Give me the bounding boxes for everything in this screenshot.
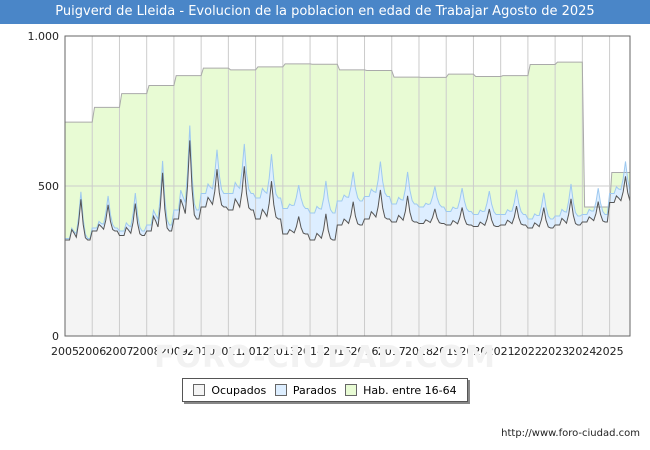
x-tick-label: 2013 [269, 345, 297, 358]
area-ocupados [65, 140, 630, 336]
x-tick-label: 2005 [51, 345, 79, 358]
legend-label-habitantes: Hab. entre 16-64 [363, 383, 457, 397]
x-tick-label: 2023 [541, 345, 569, 358]
area-habitantes [65, 62, 630, 239]
x-tick-label: 2009 [160, 345, 188, 358]
source-link[interactable]: http://www.foro-ciudad.com [501, 428, 640, 439]
x-tick-label: 2017 [378, 345, 406, 358]
legend-item-ocupados: Ocupados [193, 384, 266, 397]
legend-item-parados: Parados [274, 383, 337, 397]
plot-frame [64, 35, 631, 337]
legend-item-habitantes: Hab. entre 16-64 [345, 384, 457, 397]
legend-swatch-ocupados [193, 384, 206, 396]
x-tick-label: 2025 [596, 345, 624, 358]
x-tick-label: 2012 [242, 345, 270, 358]
line-habitantes [65, 61, 630, 208]
legend-swatch-habitantes [345, 384, 358, 396]
x-tick-label: 2014 [296, 345, 324, 358]
y-tick-label: 500 [38, 180, 59, 193]
legend-label-parados: Parados [292, 383, 337, 397]
legend-label-ocupados: Ocupados [211, 383, 267, 397]
x-tick-label: 2006 [78, 345, 106, 358]
chart-title: Puigverd de Lleida - Evolucion de la pob… [0, 0, 650, 24]
x-tick-label: 2022 [514, 345, 542, 358]
areas [64, 36, 631, 336]
line-parados [65, 125, 631, 239]
y-tick-label: 1.000 [28, 30, 60, 43]
x-tick-label: 2007 [105, 345, 133, 358]
x-tick-label: 2021 [487, 345, 515, 358]
legend-swatch-parados [274, 384, 287, 396]
x-tick-label: 2010 [187, 345, 215, 358]
x-tick-label: 2018 [405, 345, 433, 358]
legend: Ocupados Parados Hab. entre 16-64 [182, 378, 468, 402]
x-tick-label: 2024 [568, 345, 596, 358]
x-tick-label: 2015 [323, 345, 351, 358]
x-tick-label: 2011 [214, 345, 242, 358]
x-tick-label: 2020 [459, 345, 487, 358]
x-tick-label: 2016 [351, 345, 379, 358]
watermark: FORO-CIUDAD.COM [154, 340, 496, 375]
line-ocupados [65, 140, 631, 241]
x-tick-label: 2019 [432, 345, 460, 358]
y-tick-label: 0 [52, 330, 59, 343]
x-tick-label: 2008 [133, 345, 161, 358]
